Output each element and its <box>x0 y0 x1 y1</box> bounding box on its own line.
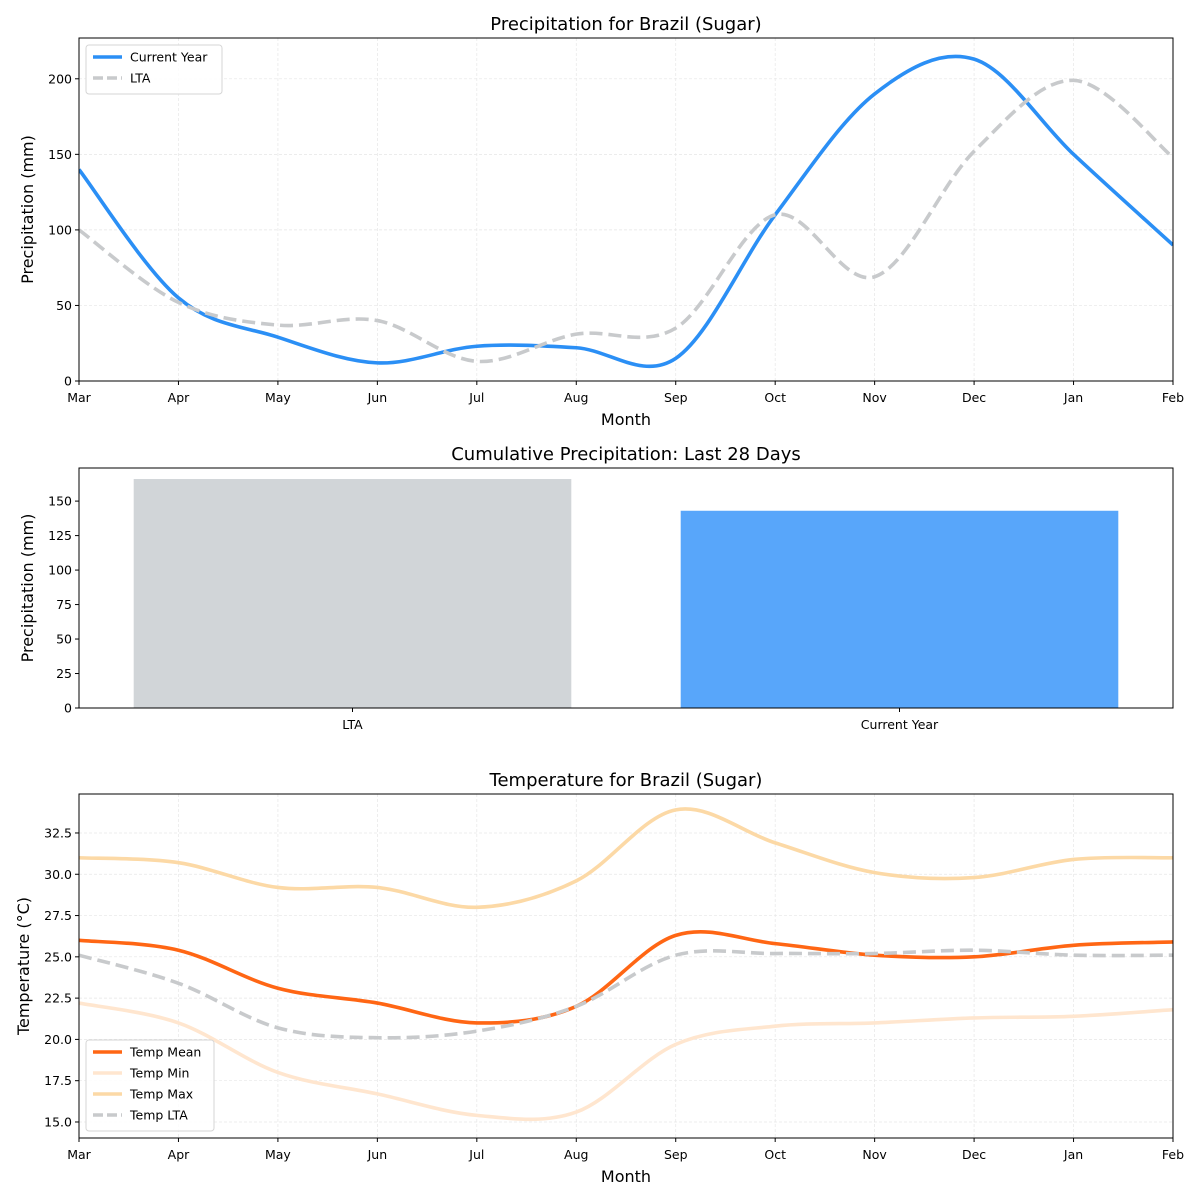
legend-label: Temp Mean <box>129 1045 201 1060</box>
y-tick-label: 150 <box>48 494 72 509</box>
legend-label: LTA <box>130 71 151 86</box>
y-tick-label: 17.5 <box>44 1073 72 1088</box>
legend-label: Temp Max <box>129 1087 193 1102</box>
x-axis-label: Month <box>601 1167 651 1186</box>
x-tick-label: Jan <box>1063 390 1083 405</box>
y-tick-label: 30.0 <box>44 867 72 882</box>
legend: Temp Mean Temp Min Temp Max Temp LTA <box>85 1039 215 1132</box>
x-tick-label: Jan <box>1063 1147 1083 1162</box>
legend-label: Temp LTA <box>129 1108 188 1123</box>
series-line-current-year <box>79 54 1173 369</box>
y-axis-label: Temperature (°C) <box>14 897 33 1036</box>
x-tick-label: Sep <box>664 1147 688 1162</box>
plot-frame <box>78 37 1174 382</box>
x-tick-label: Jun <box>367 390 388 405</box>
chart-3: Temperature for Brazil (Sugar) Temperatur… <box>14 770 1184 1186</box>
x-tick-label: Aug <box>564 390 588 405</box>
y-tick-label: 125 <box>48 528 72 543</box>
y-tick-label: 100 <box>48 222 72 237</box>
y-tick-label: 20.0 <box>44 1032 72 1047</box>
y-tick-label: 27.5 <box>44 908 72 923</box>
legend-label: Temp Min <box>129 1066 189 1081</box>
x-tick-label: Apr <box>168 390 190 405</box>
series-line-lta <box>79 78 1173 364</box>
legend-label: Current Year <box>130 50 208 65</box>
chart-2: Cumulative Precipitation: Last 28 Days Pr… <box>18 444 1174 732</box>
y-tick-label: 0 <box>64 701 72 716</box>
y-tick-label: 32.5 <box>44 825 72 840</box>
x-tick-label: Sep <box>664 390 688 405</box>
x-tick-label: Aug <box>564 1147 588 1162</box>
y-tick-label: 22.5 <box>44 991 72 1006</box>
y-tick-label: 0 <box>64 374 72 389</box>
x-tick-label: Current Year <box>861 717 939 732</box>
x-tick-label: Feb <box>1162 390 1184 405</box>
chart-title: Precipitation for Brazil (Sugar) <box>490 14 761 35</box>
y-tick-label: 200 <box>48 71 72 86</box>
y-tick-label: 100 <box>48 563 72 578</box>
x-tick-label: Dec <box>962 390 986 405</box>
y-axis-label: Precipitation (mm) <box>18 135 37 284</box>
y-tick-label: 15.0 <box>44 1114 72 1129</box>
y-tick-label: 75 <box>56 597 72 612</box>
x-tick-label: Jun <box>367 1147 388 1162</box>
x-tick-label: LTA <box>342 717 363 732</box>
chart-title: Temperature for Brazil (Sugar) <box>489 770 763 791</box>
series-line-temp-lta <box>79 948 1173 1040</box>
x-axis-label: Month <box>601 410 651 429</box>
chart-1: Precipitation for Brazil (Sugar) Precipit… <box>18 14 1184 429</box>
x-tick-label: Jul <box>468 1147 484 1162</box>
series-line-temp-max <box>79 807 1173 910</box>
x-tick-label: Apr <box>168 1147 190 1162</box>
legend: Current Year LTA <box>85 44 223 95</box>
legend-box <box>85 1039 215 1132</box>
chart-title: Cumulative Precipitation: Last 28 Days <box>451 444 801 465</box>
bar-current-year <box>680 510 1119 708</box>
plot-frame <box>78 793 1174 1139</box>
x-tick-label: Nov <box>862 1147 887 1162</box>
y-tick-label: 150 <box>48 147 72 162</box>
series-line-temp-mean <box>79 930 1173 1025</box>
y-tick-label: 25.0 <box>44 949 72 964</box>
x-tick-label: Jul <box>468 390 484 405</box>
x-tick-label: Oct <box>764 1147 786 1162</box>
x-tick-label: Mar <box>67 390 91 405</box>
y-tick-label: 25 <box>56 666 72 681</box>
x-tick-label: Mar <box>67 1147 91 1162</box>
x-tick-label: Feb <box>1162 1147 1184 1162</box>
x-tick-label: Nov <box>862 390 887 405</box>
plot-frame <box>78 467 1174 709</box>
bar-lta <box>133 479 572 708</box>
y-tick-label: 50 <box>56 298 72 313</box>
series-line-temp-min <box>79 1001 1173 1122</box>
x-tick-label: Dec <box>962 1147 986 1162</box>
x-tick-label: May <box>265 390 291 405</box>
x-tick-label: Oct <box>764 390 786 405</box>
y-axis-label: Precipitation (mm) <box>18 514 37 663</box>
x-tick-label: May <box>265 1147 291 1162</box>
y-tick-label: 50 <box>56 632 72 647</box>
